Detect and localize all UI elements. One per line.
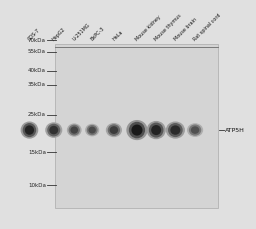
Text: HeLa: HeLa (111, 30, 124, 42)
Ellipse shape (151, 125, 161, 135)
Ellipse shape (166, 121, 185, 139)
Ellipse shape (69, 125, 80, 136)
Text: 40kDa: 40kDa (28, 68, 46, 74)
Ellipse shape (47, 124, 60, 136)
Bar (55, 44, 218, 208)
Ellipse shape (110, 126, 118, 134)
Ellipse shape (21, 121, 38, 139)
Text: Mouse kidney: Mouse kidney (134, 15, 162, 42)
Ellipse shape (126, 120, 147, 140)
Text: 35kDa: 35kDa (28, 82, 46, 87)
Text: 10kDa: 10kDa (28, 183, 46, 188)
Text: Mouse thymus: Mouse thymus (154, 13, 183, 42)
Ellipse shape (89, 127, 96, 134)
Text: Mouse brain: Mouse brain (173, 17, 198, 42)
Ellipse shape (87, 125, 98, 135)
Ellipse shape (189, 124, 201, 136)
Ellipse shape (131, 125, 143, 136)
Text: HepG2: HepG2 (51, 27, 67, 42)
Text: 15kDa: 15kDa (28, 150, 46, 155)
Text: ATP5H: ATP5H (225, 128, 245, 133)
Text: 70kDa: 70kDa (28, 38, 46, 43)
Ellipse shape (191, 126, 199, 134)
Ellipse shape (45, 122, 62, 138)
Ellipse shape (67, 123, 82, 137)
Text: Rat spinal cord: Rat spinal cord (193, 13, 222, 42)
Ellipse shape (170, 125, 180, 135)
Text: 55kDa: 55kDa (28, 49, 46, 54)
Text: COS-7: COS-7 (27, 28, 41, 42)
Ellipse shape (49, 126, 58, 134)
Text: 25kDa: 25kDa (28, 112, 46, 117)
Text: BxPC-3: BxPC-3 (90, 26, 105, 42)
Ellipse shape (168, 123, 183, 137)
Ellipse shape (187, 123, 203, 137)
Ellipse shape (25, 125, 34, 135)
Text: U-251MG: U-251MG (72, 22, 91, 42)
Ellipse shape (85, 124, 99, 136)
Ellipse shape (147, 121, 166, 139)
Ellipse shape (108, 124, 120, 136)
Ellipse shape (149, 123, 164, 138)
Ellipse shape (23, 123, 36, 137)
Ellipse shape (106, 123, 122, 137)
Ellipse shape (70, 126, 78, 134)
Ellipse shape (129, 122, 145, 138)
